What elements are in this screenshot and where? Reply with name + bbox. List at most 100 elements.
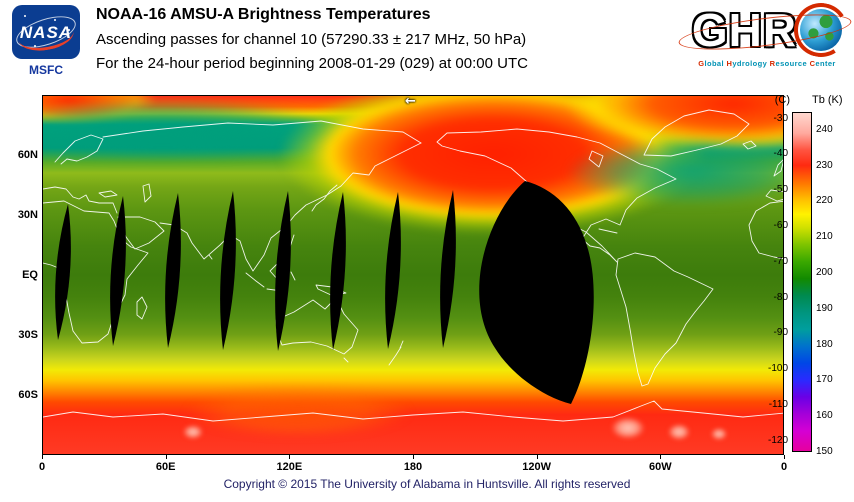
- period-subtitle: For the 24-hour period beginning 2008-01…: [96, 55, 528, 72]
- lon-axis-tick: [413, 455, 414, 459]
- scan-direction-arrow: ←: [405, 95, 416, 109]
- coastline-asia-east: [159, 142, 422, 272]
- no-data-gore: [165, 193, 181, 348]
- coastline-greenland: [643, 109, 750, 157]
- no-data-gore: [110, 196, 126, 346]
- antarctic-pink-spot: [183, 425, 203, 439]
- coastline-asia-north: [102, 120, 422, 144]
- colorbar-celsius-tick: -80: [773, 291, 788, 303]
- lon-tick-label: 120W: [522, 461, 552, 473]
- coastline-black-sea: [98, 190, 118, 198]
- nasa-insignia: NASA: [12, 5, 80, 59]
- coastline-britain: [773, 159, 783, 177]
- lat-tick-label: EQ: [22, 269, 38, 281]
- colorbar-kelvin-tick: 240: [816, 123, 833, 135]
- coastline-west-africa: [748, 200, 783, 260]
- colorbar-kelvin-tick: 210: [816, 231, 833, 243]
- coastline-madagascar: [136, 296, 148, 320]
- lon-tick-label: 0: [780, 461, 788, 473]
- coastline-japan: [311, 184, 338, 212]
- antarctic-pink-spot: [668, 424, 690, 440]
- lat-tick-label: 30S: [18, 329, 38, 341]
- coastline-sumatra: [245, 272, 265, 288]
- coastline-australia: [275, 297, 359, 355]
- colorbar-kelvin-tick: 220: [816, 195, 833, 207]
- colorbar-celsius-tick: -100: [767, 363, 788, 375]
- map-overlay: [43, 109, 783, 422]
- lon-axis-tick: [660, 455, 662, 459]
- antarctic-pink-spot: [611, 417, 645, 439]
- page-title: NOAA-16 AMSU-A Brightness Temperatures: [96, 6, 431, 23]
- channel-subtitle: Ascending passes for channel 10 (57290.3…: [96, 31, 527, 48]
- antarctic-pink-spot: [711, 428, 727, 440]
- lat-tick-label: 60S: [18, 389, 38, 401]
- coastline-caspian: [142, 183, 152, 203]
- cold-band-canada: [566, 138, 783, 206]
- no-data-gore: [55, 204, 71, 340]
- no-data-gore: [440, 190, 456, 348]
- colorbar-celsius-tick: -110: [768, 398, 788, 410]
- colorbar-celsius-tick: -50: [773, 184, 788, 196]
- colorbar-kelvin-tick: 180: [816, 338, 833, 350]
- no-data-gore: [275, 191, 291, 351]
- ghrc-subtitle-word: Resource: [769, 59, 808, 68]
- ghrc-c-ring-icon: [789, 0, 854, 63]
- coastlines: [43, 109, 783, 422]
- lon-tick-label: 120E: [276, 461, 303, 473]
- lon-tick-label: 60W: [649, 461, 672, 473]
- nasa-logo: NASA MSFC: [12, 5, 80, 77]
- colorbar-kelvin-title: Tb (K): [812, 94, 843, 106]
- coastline-antarctica: [43, 400, 783, 422]
- lon-tick-label: 180: [403, 461, 423, 473]
- ghrc-subtitle-word: Global: [698, 59, 724, 68]
- colorbar-kelvin-tick: 150: [816, 446, 833, 457]
- lat-tick-label: 30N: [17, 209, 38, 221]
- no-data-large-swath: [479, 181, 594, 404]
- colorbar-kelvin-tick: 230: [816, 159, 833, 171]
- lat-tick-label: 60N: [17, 149, 38, 161]
- ghrc-wordmark: GHR: [676, 0, 854, 63]
- colorbar-celsius-title: (C): [774, 94, 790, 106]
- lon-axis-tick: [42, 455, 43, 459]
- colorbar-celsius-tick: -90: [773, 327, 788, 339]
- coastline-iceland: [742, 140, 757, 150]
- nasa-wordmark: NASA: [19, 23, 73, 42]
- colorbar-kelvin-tick: 190: [816, 302, 833, 314]
- colorbar-celsius-tick: -120: [767, 434, 788, 446]
- coastline-scandinavia: [54, 134, 104, 165]
- coastline-south-america: [615, 252, 714, 387]
- colorbar-kelvin-tick: 160: [816, 410, 833, 422]
- no-data-gore: [385, 192, 401, 349]
- lon-axis-tick: [289, 455, 291, 459]
- warm-patch-southern-ocean: [183, 386, 413, 438]
- no-data-gore: [330, 192, 346, 350]
- coastline-mediterranean: [43, 186, 118, 214]
- globe-icon: [789, 0, 854, 63]
- header-titles: NOAA-16 AMSU-A Brightness Temperatures A…: [96, 6, 528, 79]
- coastline-hudson-bay: [588, 150, 604, 168]
- lon-tick-label: 0: [38, 461, 46, 473]
- colorbar-celsius-tick: -70: [773, 255, 788, 267]
- coastline-iberia: [765, 189, 783, 202]
- cold-band-atlantic: [43, 100, 338, 160]
- msfc-label: MSFC: [29, 63, 63, 77]
- ghrc-subtitle: Global Hydrology Resource Center: [682, 59, 852, 68]
- no-data-gore: [220, 191, 236, 350]
- lon-axis-tick: [784, 455, 785, 459]
- coastline-sri-lanka: [208, 254, 213, 260]
- map-canvas: ←: [42, 95, 784, 455]
- ghrc-subtitle-word: Hydrology: [726, 59, 768, 68]
- lon-axis-tick: [165, 455, 167, 459]
- colorbar-celsius-tick: -30: [773, 112, 788, 124]
- copyright-text: Copyright © 2015 The University of Alaba…: [223, 477, 631, 491]
- lon-axis-tick: [536, 455, 538, 459]
- ghrc-subtitle-word: Center: [809, 59, 836, 68]
- coastline-sulawesi: [290, 271, 296, 281]
- colorbar-celsius-tick: -60: [773, 219, 788, 231]
- coastline-new-zealand: [388, 340, 404, 366]
- lon-tick-label: 60E: [155, 461, 176, 473]
- colorbar: [792, 112, 812, 452]
- coastline-arabia: [117, 216, 165, 250]
- colorbar-kelvin-tick: 200: [816, 267, 833, 279]
